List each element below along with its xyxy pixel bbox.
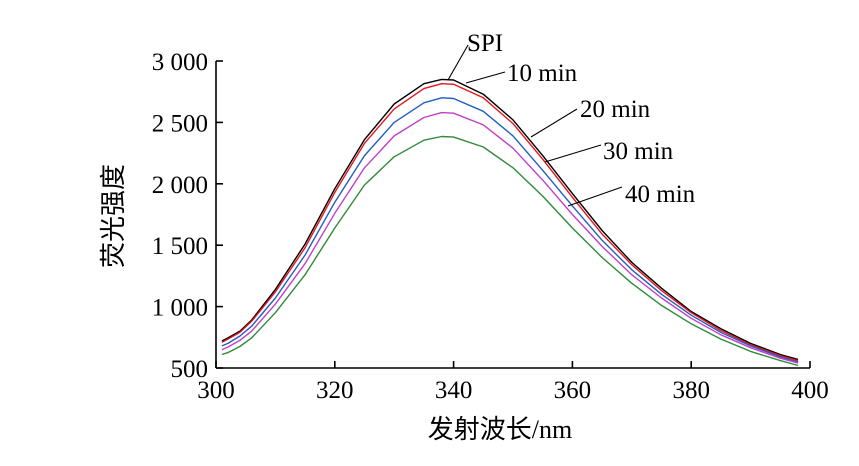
callouts: SPI 10 min 20 min 30 min 40 min — [447, 30, 696, 208]
ticks: 300 320 340 360 380 400 500 1 000 1 500 2 000 2 50… — [152, 49, 829, 404]
series-line-30-min — [221, 111, 799, 364]
x-tick-label: 380 — [672, 377, 710, 404]
series-line-spi — [221, 78, 799, 361]
callout-label-10min: 10 min — [507, 60, 578, 87]
series-layer — [221, 78, 799, 367]
y-tick-label: 2 000 — [152, 172, 208, 199]
series-line-20-min — [221, 97, 799, 363]
callout-leader-40min — [567, 186, 623, 207]
x-tick-label: 320 — [316, 377, 354, 404]
y-tick-label: 2 500 — [152, 110, 208, 137]
x-tick-label: 360 — [554, 377, 592, 404]
y-tick-label: 3 000 — [152, 49, 208, 76]
x-tick-label: 340 — [435, 377, 473, 404]
series-line-10-min — [221, 82, 799, 362]
x-tick-label: 300 — [197, 377, 235, 404]
callout-label-spi: SPI — [467, 30, 503, 57]
callout-leader-spi — [447, 44, 469, 81]
y-axis-title: 荧光强度 — [99, 164, 128, 268]
axes — [215, 61, 810, 369]
y-tick-label: 1 500 — [152, 233, 208, 260]
callout-leader-10min — [465, 71, 506, 84]
x-axis-title: 发射波长/nm — [428, 415, 572, 444]
callout-label-20min: 20 min — [580, 96, 651, 123]
x-tick-label: 400 — [791, 377, 829, 404]
callout-leader-30min — [544, 144, 602, 163]
y-tick-label: 500 — [171, 356, 209, 383]
series-line-40-min — [221, 135, 799, 367]
callout-leader-20min — [530, 108, 578, 138]
callout-label-40min: 40 min — [625, 181, 696, 208]
y-tick-label: 1 000 — [152, 295, 208, 322]
callout-label-30min: 30 min — [603, 138, 674, 165]
